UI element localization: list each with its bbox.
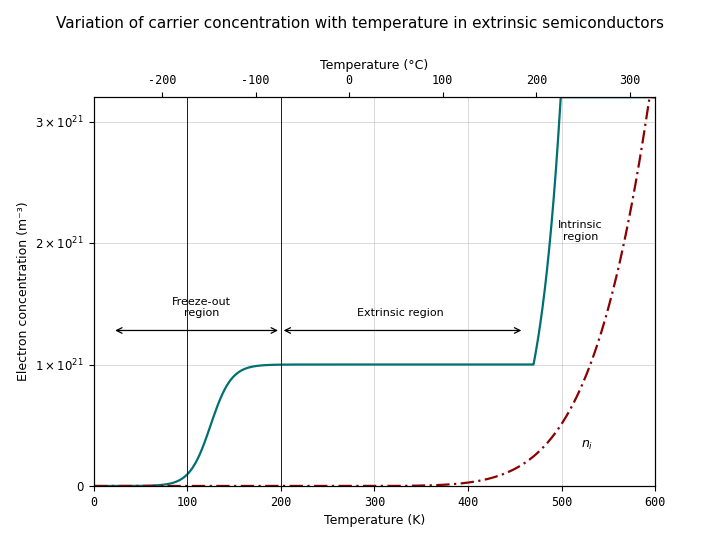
Text: Freeze-out
region: Freeze-out region xyxy=(172,297,230,319)
Text: $n_i$: $n_i$ xyxy=(581,440,593,453)
Text: Variation of carrier concentration with temperature in extrinsic semiconductors: Variation of carrier concentration with … xyxy=(56,16,664,31)
X-axis label: Temperature (K): Temperature (K) xyxy=(324,514,425,527)
Y-axis label: Electron concentration (m⁻³): Electron concentration (m⁻³) xyxy=(17,202,30,381)
Text: Intrinsic
region: Intrinsic region xyxy=(558,220,603,242)
X-axis label: Temperature (°C): Temperature (°C) xyxy=(320,59,428,72)
Text: Extrinsic region: Extrinsic region xyxy=(357,308,444,319)
